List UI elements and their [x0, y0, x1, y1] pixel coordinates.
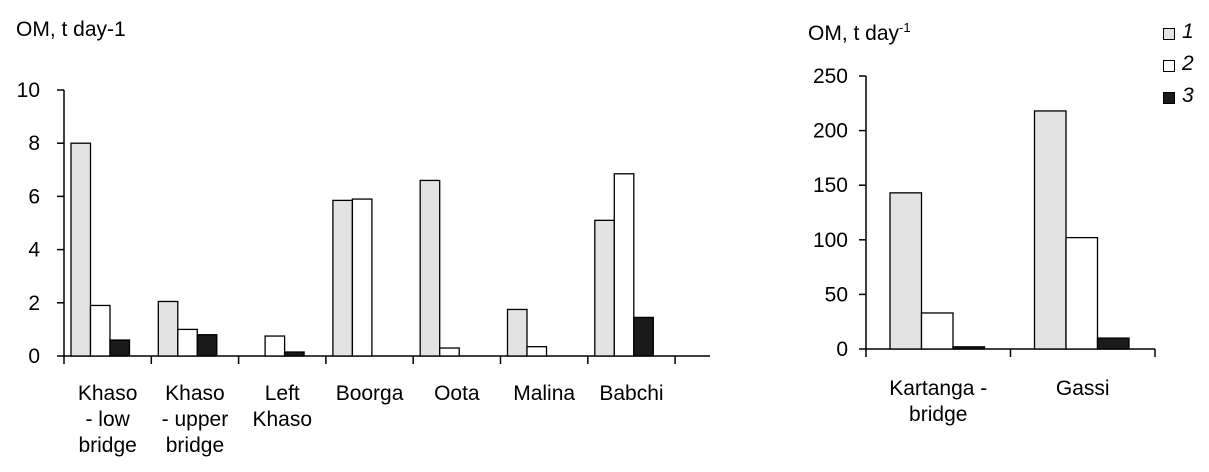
left-bar-series3	[633, 316, 654, 357]
right-y-tick-label: 50	[825, 283, 848, 306]
left-bar-series1	[419, 179, 441, 357]
left-bar-chart: 0 2 4 6 8 10 Khaso - low bridge Khaso - upper bridg…	[17, 79, 710, 457]
left-bar-series1	[506, 308, 528, 357]
left-category-label-line: Khaso	[78, 382, 138, 405]
right-category-label: Kartanga - bridge	[889, 377, 987, 426]
legend-item-1: 1	[1163, 18, 1209, 50]
right-bar-series2	[1065, 236, 1099, 350]
left-category-label-line: Left	[265, 382, 300, 405]
left-category-label-line: - upper	[162, 408, 229, 431]
left-y-tick-label: 8	[28, 132, 40, 155]
right-y-axis-title-base: OM, t day	[808, 22, 900, 45]
left-y-tick-label: 6	[28, 185, 40, 208]
left-bar-series2	[177, 328, 198, 357]
right-category-label-line: Kartanga -	[889, 377, 987, 400]
legend-swatch-2	[1163, 60, 1175, 72]
left-bar-series3	[109, 339, 131, 357]
left-category-label: Babchi	[599, 382, 663, 405]
left-bar-series1	[332, 199, 354, 357]
left-category-label: Oota	[434, 382, 480, 405]
left-bar-series2	[439, 347, 460, 357]
left-bar-series1	[594, 219, 615, 357]
legend-swatch-1	[1163, 28, 1175, 40]
right-y-tick-label: 250	[813, 65, 848, 88]
right-y-tick-label: 150	[813, 174, 848, 197]
left-category-label-line: bridge	[78, 434, 136, 457]
left-bar-series3	[283, 351, 305, 357]
right-category-label: Gassi	[1056, 377, 1110, 400]
right-bar-series3	[952, 346, 986, 350]
left-bar-series3	[196, 334, 218, 357]
legend: 1 2 3	[1163, 18, 1209, 114]
left-category-label-line: Khaso	[165, 382, 225, 405]
right-y-axis-title: OM, t day-1	[808, 20, 911, 46]
right-bar-series3	[1096, 337, 1130, 350]
left-category-label: Left Khaso	[252, 382, 312, 431]
right-y-tick-label: 100	[813, 229, 848, 252]
left-y-tick-label: 4	[28, 239, 40, 262]
left-bar-series2	[526, 346, 548, 357]
left-bar-series1	[157, 300, 179, 357]
left-category-label: Malina	[513, 382, 575, 405]
left-category-label-line: Boorga	[336, 382, 404, 405]
left-category-label-line: Babchi	[599, 382, 663, 405]
right-y-axis-title-exponent: -1	[899, 20, 911, 35]
right-bar-series1	[1033, 110, 1067, 350]
legend-label-1: 1	[1182, 20, 1194, 43]
left-y-axis-title: OM, t day-1	[16, 18, 126, 41]
right-y-tick-label: 200	[813, 120, 848, 143]
left-category-label: Khaso - low bridge	[78, 382, 138, 457]
legend-label-2: 2	[1182, 52, 1194, 75]
legend-item-3: 3	[1163, 82, 1209, 114]
left-category-label: Boorga	[336, 382, 404, 405]
left-bar-series2	[89, 304, 111, 357]
left-category-label-line: Khaso	[252, 408, 312, 431]
left-category-label-line: bridge	[166, 434, 224, 457]
right-bar-series1	[889, 192, 923, 350]
left-y-tick-label: 0	[28, 345, 40, 368]
left-bar-series1	[70, 142, 92, 357]
legend-item-2: 2	[1163, 50, 1209, 82]
legend-swatch-3	[1163, 92, 1175, 104]
left-y-tick-label: 10	[17, 79, 40, 102]
left-category-label: Khaso - upper bridge	[162, 382, 229, 457]
left-category-label-line: Oota	[434, 382, 480, 405]
left-bar-series2	[264, 335, 286, 357]
left-category-label-line: - low	[85, 408, 130, 431]
right-bar-chart: 0 50 100 150 200 250 Kartanga - bridge Gassi	[813, 65, 1156, 426]
left-bar-series2	[613, 173, 635, 357]
right-category-label-line: bridge	[909, 403, 967, 426]
right-bar-series2	[920, 312, 954, 350]
left-category-label-line: Malina	[513, 382, 575, 405]
right-y-tick-label: 0	[836, 338, 848, 361]
legend-label-3: 3	[1182, 84, 1194, 107]
right-category-label-line: Gassi	[1056, 377, 1110, 400]
left-bar-series2	[351, 198, 373, 357]
left-y-tick-label: 2	[28, 292, 40, 315]
